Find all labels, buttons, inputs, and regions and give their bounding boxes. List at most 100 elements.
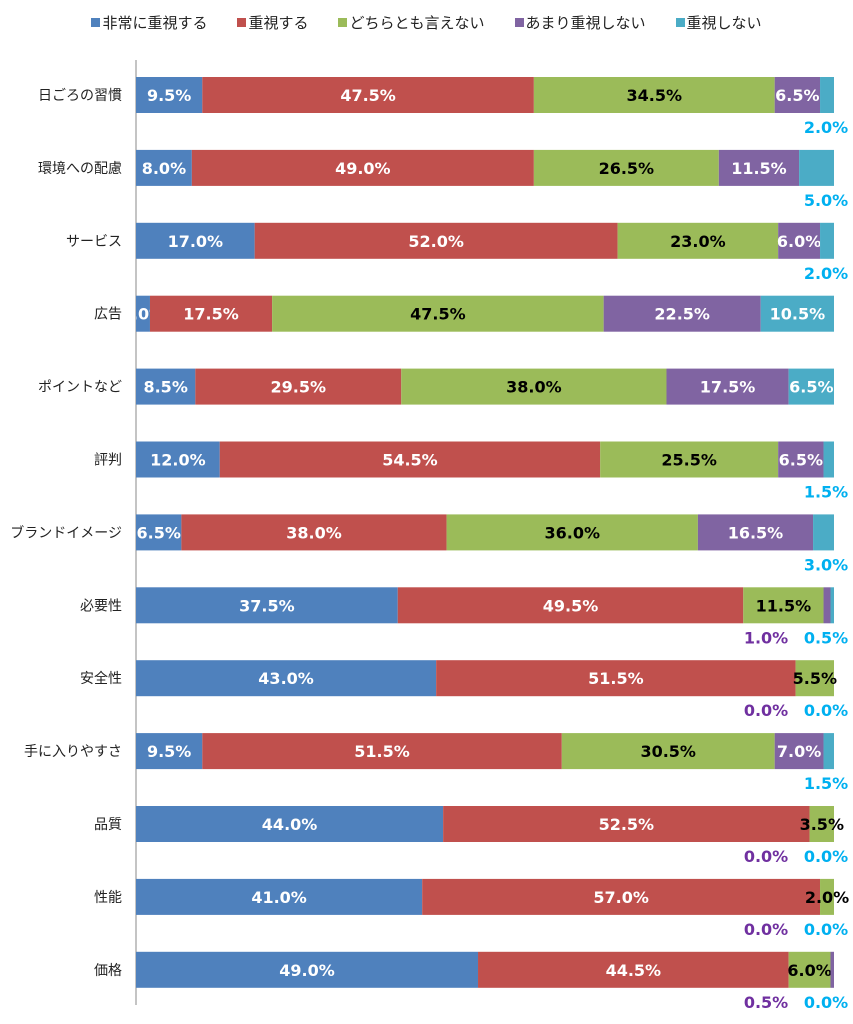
data-label: 51.5% <box>354 742 410 761</box>
bar-segment <box>830 951 834 988</box>
data-label: 49.0% <box>279 961 335 980</box>
data-label: 9.5% <box>147 86 191 105</box>
bar-segment <box>820 222 834 259</box>
bar-segment <box>823 587 831 624</box>
data-label: 37.5% <box>239 596 295 615</box>
data-label: 6.5% <box>775 86 819 105</box>
bar-segment <box>788 951 831 988</box>
bar-segment <box>820 878 834 915</box>
bar-segment <box>760 295 834 332</box>
data-label: 34.5% <box>627 86 683 105</box>
bar-segment <box>181 514 447 551</box>
data-label: 17.5% <box>700 378 756 397</box>
legend-swatch <box>237 18 247 27</box>
bar-segment <box>778 222 821 259</box>
bar-segment <box>254 222 618 259</box>
legend-swatch <box>338 18 348 27</box>
bar-segment <box>603 295 761 332</box>
data-label: 29.5% <box>271 378 327 397</box>
legend-item: 非常に重視する <box>91 12 207 33</box>
data-label: 23.0% <box>670 232 726 251</box>
bar-segment <box>778 441 824 478</box>
bar-segment <box>149 295 273 332</box>
category-label: ブランドイメージ <box>10 524 122 541</box>
data-label: 10.5% <box>770 305 826 324</box>
category-label: サービス <box>66 234 122 250</box>
data-label: 0.0% <box>744 701 788 720</box>
data-label: 36.0% <box>544 523 600 542</box>
bar-segment <box>813 514 834 551</box>
data-label: 0.0% <box>744 847 788 866</box>
data-label: 0.5% <box>744 993 788 1012</box>
data-label: 49.5% <box>543 596 599 615</box>
bar-segment <box>697 514 814 551</box>
bar-segment <box>443 806 810 842</box>
data-label: 1.5% <box>804 483 848 502</box>
bar-segment <box>136 441 220 478</box>
bar-segment <box>533 149 719 186</box>
bar-segment <box>136 222 255 259</box>
category-label: 環境への配慮 <box>38 161 122 177</box>
data-label: 5.0% <box>804 191 848 210</box>
bar-segment <box>788 368 834 405</box>
legend-item: どちらとも言えない <box>338 12 485 33</box>
data-label: 8.5% <box>143 378 187 397</box>
data-label: 44.0% <box>262 815 318 834</box>
legend-item: 重視しない <box>675 12 762 33</box>
data-label: 6.5% <box>136 523 180 542</box>
legend: 非常に重視する 重視する どちらとも言えない あまり重視しない 重視しない <box>0 12 853 33</box>
data-label: 0.0% <box>804 993 848 1012</box>
bar-segment <box>743 587 824 624</box>
data-label: 0.0% <box>804 701 848 720</box>
data-label: 1.5% <box>804 774 848 793</box>
data-label: 43.0% <box>258 669 314 688</box>
bar-segment <box>136 514 182 551</box>
data-label: 9.5% <box>147 742 191 761</box>
data-label: 30.5% <box>640 742 696 761</box>
bar-segment <box>718 149 800 186</box>
bar-segment <box>401 368 667 405</box>
category-label: 日ごろの習慣 <box>38 87 122 104</box>
data-label: 5.5% <box>793 669 837 688</box>
data-label: 0.5% <box>804 628 848 647</box>
data-label: 16.5% <box>728 523 784 542</box>
bar-segment <box>446 514 698 551</box>
data-label: 57.0% <box>593 888 649 907</box>
category-label: 評判 <box>94 453 122 469</box>
data-label: 11.5% <box>731 159 787 178</box>
data-label: 6.0% <box>787 961 831 980</box>
category-label: 性能 <box>94 890 122 906</box>
bar-segment <box>666 368 789 405</box>
legend-swatch <box>91 18 101 27</box>
data-label: 1.0% <box>744 628 788 647</box>
bar-segment <box>830 587 834 624</box>
bar-segment <box>202 733 562 770</box>
legend-item: あまり重視しない <box>514 12 646 33</box>
bar-segment <box>202 77 534 113</box>
data-label: 52.5% <box>599 815 655 834</box>
legend-label: 重視する <box>248 14 309 32</box>
data-label: 38.0% <box>286 523 342 542</box>
bar-segment <box>809 806 834 842</box>
bar-segment <box>478 951 789 988</box>
bar-segment <box>136 587 398 624</box>
category-label: 必要性 <box>80 598 122 614</box>
bar-segment <box>422 878 821 915</box>
bar-segment <box>820 77 834 113</box>
data-label: 12.0% <box>150 451 206 470</box>
data-label: 6.0% <box>777 232 821 251</box>
data-label: 44.5% <box>606 961 662 980</box>
category-label: ポイントなど <box>38 380 122 396</box>
bar-segment <box>136 878 423 915</box>
bar-segment <box>136 733 203 770</box>
category-label: 品質 <box>94 817 122 833</box>
data-label: 2.0% <box>804 264 848 283</box>
bar-segment <box>823 733 834 770</box>
bar-segment <box>774 77 821 113</box>
data-label: 7.0% <box>777 742 821 761</box>
bar-segment <box>823 441 834 478</box>
legend-swatch <box>514 18 524 27</box>
bar-segment <box>136 77 203 113</box>
